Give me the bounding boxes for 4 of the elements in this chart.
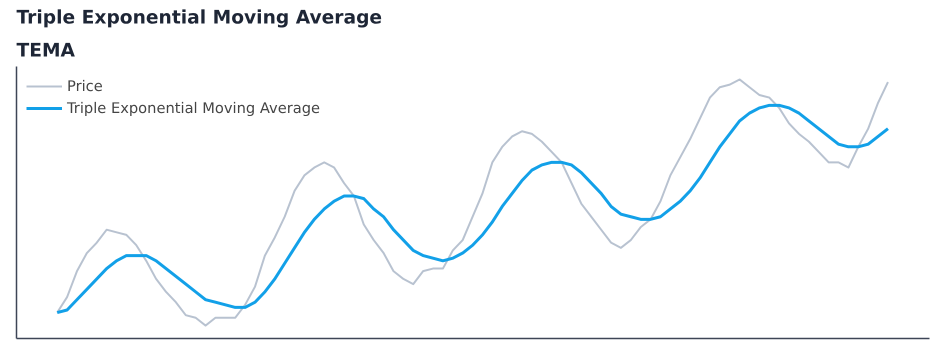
chart-title: Triple Exponential Moving Average [16,8,382,28]
chart-subtitle: TEMA [16,40,76,62]
legend-label: Triple Exponential Moving Average [67,100,320,116]
legend-label: Price [67,78,103,94]
